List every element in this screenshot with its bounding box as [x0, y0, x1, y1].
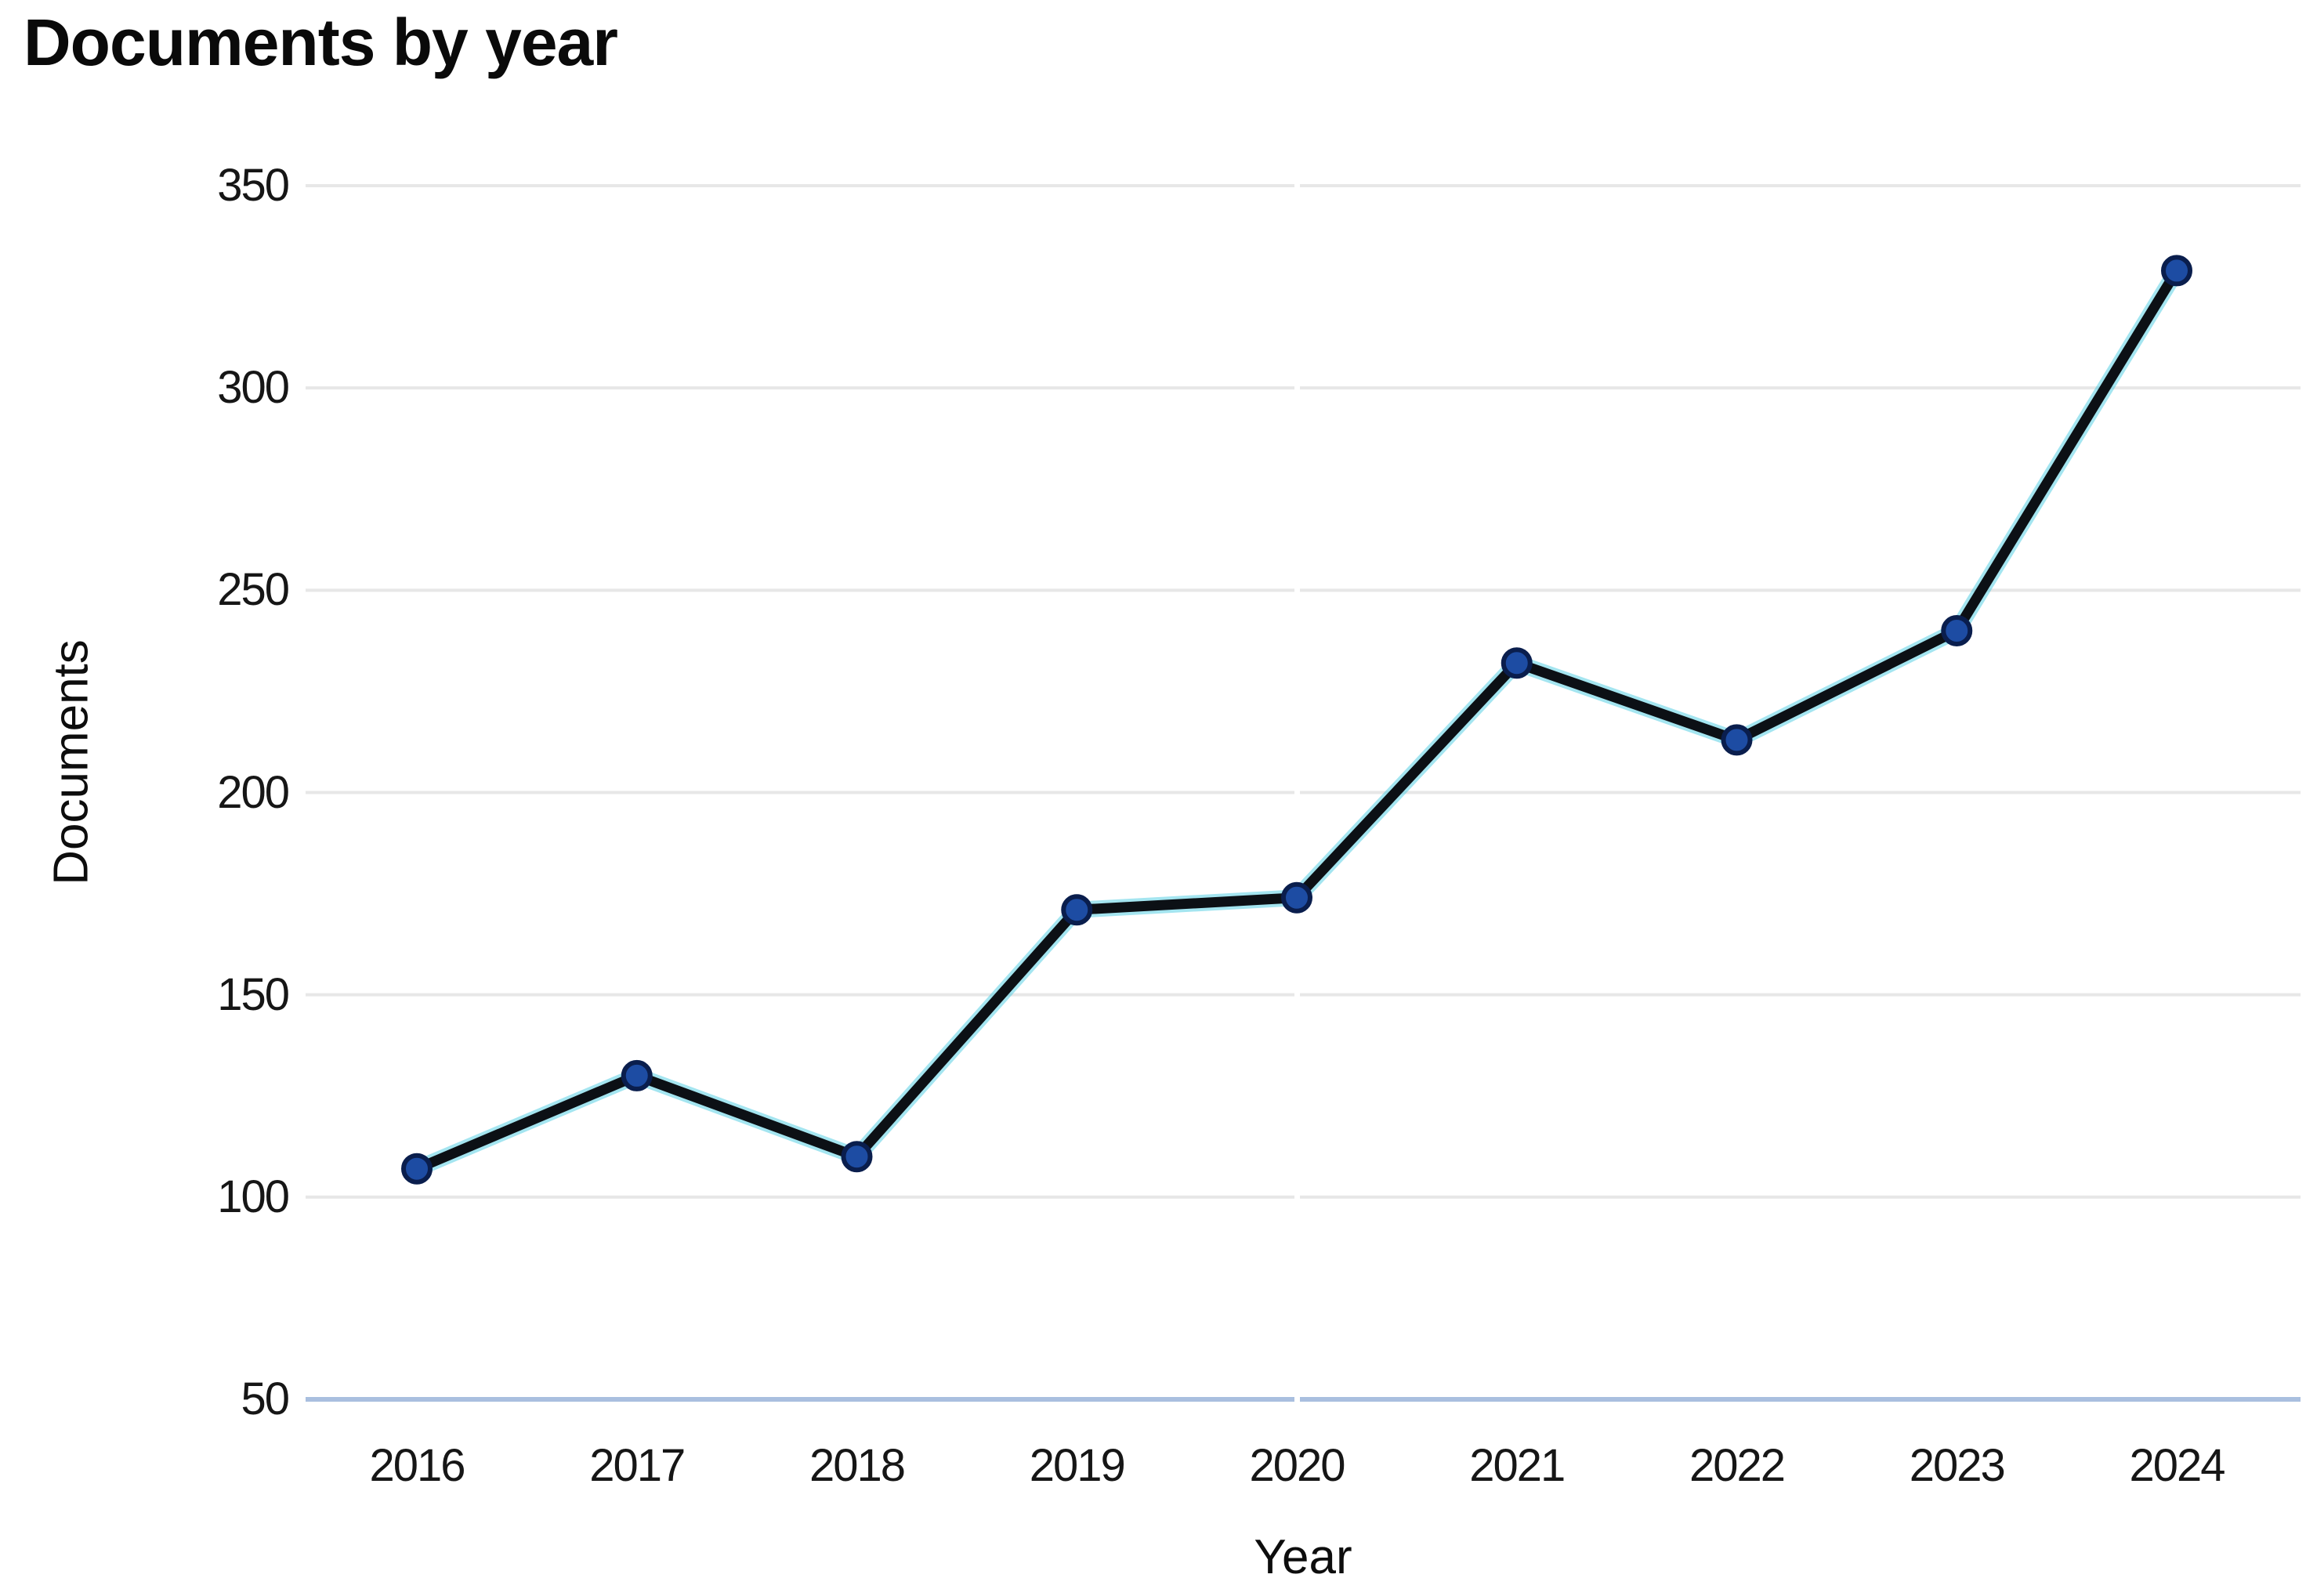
y-tick-label: 250 [217, 564, 290, 616]
x-tick-label: 2022 [1689, 1440, 1786, 1491]
x-tick-label: 2024 [2129, 1440, 2225, 1491]
data-point-2024[interactable] [2161, 255, 2192, 287]
chart-title: Documents by year [24, 5, 618, 79]
y-axis-title: Documents [44, 639, 99, 885]
x-tick-label: 2017 [589, 1440, 686, 1491]
x-tick-label: 2020 [1249, 1440, 1345, 1491]
data-point-2016[interactable] [401, 1153, 433, 1185]
vertical-separator [1294, 183, 1300, 1406]
x-tick-label: 2023 [1909, 1440, 2006, 1491]
data-point-2018[interactable] [841, 1141, 873, 1173]
data-point-2019[interactable] [1061, 894, 1093, 926]
y-tick-label: 50 [241, 1373, 290, 1424]
data-point-2017[interactable] [621, 1059, 653, 1091]
y-tick-label: 100 [217, 1171, 290, 1222]
data-point-2023[interactable] [1941, 614, 1973, 646]
y-tick-label: 200 [217, 766, 290, 818]
y-tick-label: 350 [217, 160, 290, 211]
x-tick-label: 2018 [809, 1440, 906, 1491]
y-tick-label: 300 [217, 362, 290, 414]
data-point-2022[interactable] [1721, 724, 1753, 756]
x-tick-label: 2019 [1029, 1440, 1126, 1491]
data-point-2020[interactable] [1281, 881, 1312, 914]
x-tick-label: 2016 [369, 1440, 465, 1491]
y-tick-label: 150 [217, 968, 290, 1020]
data-point-2021[interactable] [1501, 647, 1533, 679]
x-tick-label: 2021 [1469, 1440, 1566, 1491]
x-axis-title: Year [1254, 1530, 1352, 1584]
